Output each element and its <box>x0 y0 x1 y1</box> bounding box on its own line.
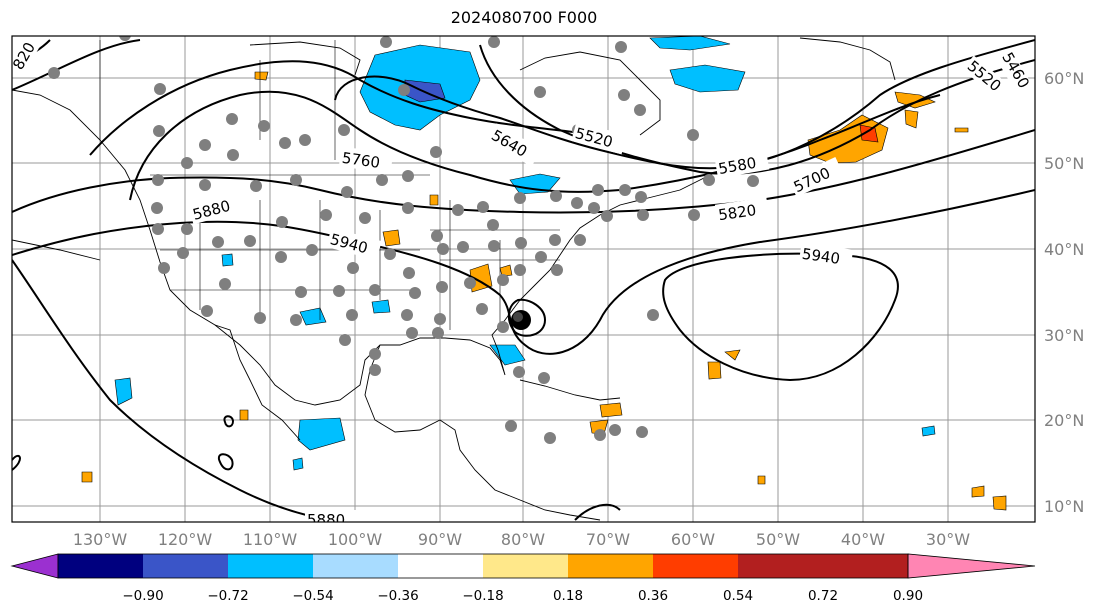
lon-label: 80°W <box>501 530 545 549</box>
colorbar-segment <box>823 554 908 578</box>
lon-label: 70°W <box>586 530 630 549</box>
lat-label: 10°N <box>1044 497 1084 516</box>
lat-label: 60°N <box>1044 69 1084 88</box>
colorbar-segment <box>738 554 823 578</box>
colorbar-segment <box>398 554 483 578</box>
lon-label: 120°W <box>158 530 213 549</box>
lon-label: 130°W <box>73 530 128 549</box>
lat-label: 50°N <box>1044 154 1084 173</box>
latitude-labels: 60°N 50°N 40°N 30°N 20°N 10°N <box>1044 69 1084 516</box>
colorbar-segment <box>313 554 398 578</box>
colorbar-tick: 0.54 <box>723 588 753 604</box>
lat-label: 40°N <box>1044 240 1084 259</box>
colorbar-tick: 0.72 <box>808 588 838 604</box>
colorbar-tick: 0.90 <box>893 588 923 604</box>
colorbar-segment <box>568 554 653 578</box>
lat-label: 30°N <box>1044 326 1084 345</box>
contour-label: 5880 <box>307 511 345 529</box>
gridlines <box>12 36 1035 522</box>
colorbar-tick: −0.18 <box>462 588 503 604</box>
coastlines <box>12 37 896 521</box>
colorbar-segment <box>483 554 568 578</box>
colorbar-extend-left <box>10 553 59 579</box>
colorbar-tick: −0.90 <box>122 588 163 604</box>
map-frame <box>11 35 1036 523</box>
longitude-labels: 130°W 120°W 110°W 100°W 90°W 80°W 70°W 6… <box>73 530 970 549</box>
colorbar-segment <box>143 554 228 578</box>
colorbar-extend-right <box>907 553 1036 579</box>
colorbar: −0.90 −0.72 −0.54 −0.36 −0.18 0.18 0.36 … <box>10 553 1036 604</box>
lon-label: 60°W <box>671 530 715 549</box>
contour-label: 5940 <box>801 245 841 268</box>
colorbar-tick: 0.36 <box>638 588 668 604</box>
colorbar-segment <box>58 554 143 578</box>
storm-center <box>511 310 531 330</box>
colorbar-tick: −0.36 <box>377 588 418 604</box>
map-title: 2024080700 F000 <box>450 8 598 27</box>
lat-label: 20°N <box>1044 411 1084 430</box>
colorbar-tick: −0.72 <box>207 588 248 604</box>
lon-label: 40°W <box>841 530 885 549</box>
colorbar-tick: 0.18 <box>553 588 583 604</box>
lon-label: 110°W <box>243 530 298 549</box>
lon-label: 100°W <box>328 530 383 549</box>
contour-label: 5760 <box>341 149 381 172</box>
lon-label: 30°W <box>926 530 970 549</box>
colorbar-segment <box>228 554 313 578</box>
colorbar-tick: −0.54 <box>292 588 333 604</box>
lon-label: 50°W <box>756 530 800 549</box>
colorbar-ticks: −0.90 −0.72 −0.54 −0.36 −0.18 0.18 0.36 … <box>122 588 923 604</box>
station-dots <box>48 36 759 444</box>
contour-label: 5820 <box>717 201 757 224</box>
lon-label: 90°W <box>418 530 462 549</box>
map-layer: 5460 5520 5520 5580 5640 5700 5760 5820 … <box>12 36 1035 529</box>
colorbar-segment <box>653 554 738 578</box>
